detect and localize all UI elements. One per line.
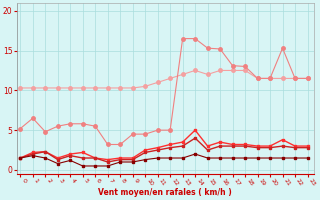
X-axis label: Vent moyen/en rafales ( km/h ): Vent moyen/en rafales ( km/h ) bbox=[98, 188, 232, 197]
